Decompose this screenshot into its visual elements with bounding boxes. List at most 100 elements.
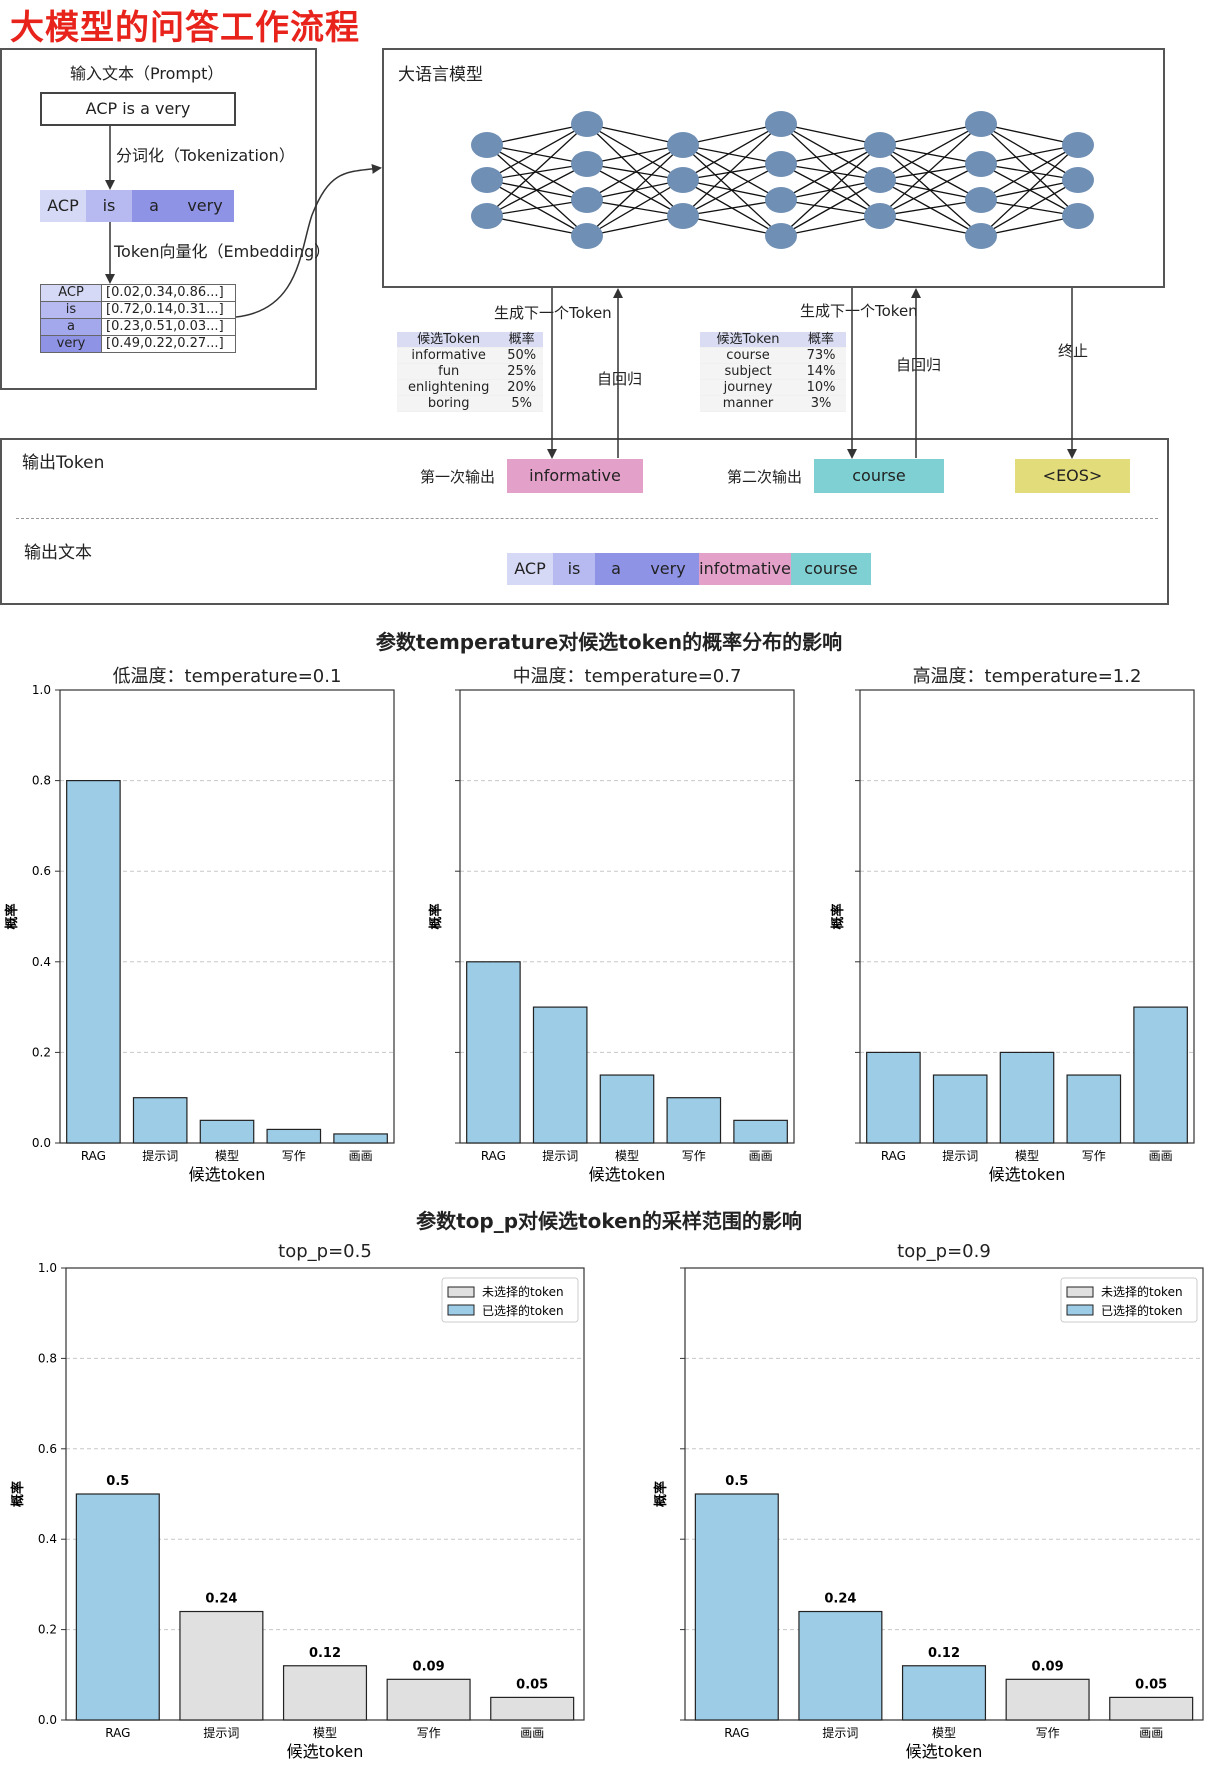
candidate-token: subject (700, 363, 797, 380)
nn-edge (682, 123, 782, 146)
candidate-token: manner (700, 395, 797, 412)
nn-edge (486, 199, 588, 217)
output-text-heading: 输出文本 (24, 543, 92, 563)
bar (1066, 1074, 1122, 1144)
embed-label: Token向量化（Embedding） (114, 242, 331, 261)
x-tick-label: RAG (481, 1149, 506, 1163)
candidate-prob: 25% (500, 363, 543, 380)
second-output-label: 第二次输出 (727, 468, 803, 486)
candidate-table-1: 候选Token 概率 informative 50% fun 25% enlighte… (397, 332, 543, 412)
y-tick-label: 0.8 (38, 1351, 57, 1365)
nn-neuron (765, 151, 797, 177)
chart-panel-title: 高温度：temperature=1.2 (912, 666, 1142, 687)
bar (1133, 1006, 1188, 1144)
bar (733, 1119, 788, 1144)
nn-neuron (765, 111, 797, 137)
nn-edge (586, 215, 684, 237)
eos-token: <EOS> (1015, 459, 1130, 493)
bar (386, 1678, 471, 1721)
candidate-prob: 14% (796, 363, 846, 380)
x-tick-label: RAG (105, 1726, 130, 1740)
nn-edge (486, 163, 588, 217)
nn-edge (486, 163, 588, 181)
model-heading: 大语言模型 (398, 65, 483, 85)
data-label: 0.5 (725, 1474, 748, 1489)
x-tick-label: RAG (81, 1149, 106, 1163)
nn-edge (486, 123, 588, 181)
legend-label: 未选择的token (482, 1284, 564, 1299)
nn-edge (486, 215, 588, 237)
page-title: 大模型的问答工作流程 (10, 8, 360, 48)
nn-edge (586, 179, 684, 237)
gen-next-label-1: 生成下一个Token (494, 304, 612, 322)
nn-edge (586, 144, 684, 201)
output-text-token: a (595, 553, 637, 585)
embedding-row: a [0.23,0.51,0.03...] (40, 318, 236, 336)
candidate-token: enlightening (397, 379, 501, 396)
nn-neuron (1062, 203, 1094, 229)
bar (75, 1493, 160, 1721)
embedding-row: is [0.72,0.14,0.31...] (40, 301, 236, 319)
nn-edge (486, 123, 588, 217)
gen-next-label-2: 生成下一个Token (800, 302, 918, 320)
y-tick-label: 0.2 (38, 1623, 57, 1637)
input-token: very (176, 190, 234, 222)
prompt-text: ACP is a very (85, 99, 191, 118)
x-axis-label: 候选token (189, 1165, 266, 1184)
nn-neuron (471, 203, 503, 229)
nn-neuron (1062, 132, 1094, 158)
nn-edge (879, 123, 982, 217)
nn-neuron (765, 223, 797, 249)
candidate-row: subject 14% (700, 363, 846, 380)
candidate-row: enlightening 20% (397, 379, 543, 396)
x-tick-label: 写作 (282, 1149, 306, 1163)
y-tick-label: 1.0 (38, 1261, 57, 1275)
data-label: 0.12 (309, 1646, 341, 1661)
x-tick-label: 写作 (682, 1149, 706, 1163)
x-axis-label: 候选token (287, 1742, 364, 1761)
candidate-header: 候选Token 概率 (700, 332, 846, 348)
nn-edge (879, 163, 982, 181)
nn-edge (486, 123, 588, 146)
nn-neuron (667, 132, 699, 158)
candidate-prob: 20% (500, 379, 543, 396)
legend-swatch (1066, 1286, 1094, 1298)
candidate-row: manner 3% (700, 395, 846, 412)
output-text-token: is (553, 553, 595, 585)
nn-edge (879, 144, 982, 165)
output-text-token: course (791, 553, 871, 585)
x-tick-label: 画画 (520, 1726, 544, 1740)
bar (798, 1610, 883, 1721)
x-tick-label: RAG (881, 1149, 906, 1163)
x-tick-label: 画画 (1149, 1149, 1173, 1163)
candidate-row: informative 50% (397, 347, 543, 364)
input-token: ACP (40, 190, 86, 222)
legend-label: 已选择的token (1101, 1303, 1183, 1318)
chart-panel-title: top_p=0.9 (897, 1241, 991, 1262)
first-output-label: 第一次输出 (420, 468, 496, 486)
nn-edge (682, 163, 782, 181)
candidate-token: course (700, 347, 797, 364)
bar (694, 1493, 779, 1721)
bar (999, 1051, 1055, 1144)
candidate-header-prob: 概率 (796, 332, 846, 348)
nn-edge (980, 144, 1079, 237)
nn-edge (682, 123, 782, 217)
chart-panel-title: top_p=0.5 (278, 1241, 372, 1262)
embedding-table: ACP [0.02,0.34,0.86...] is [0.72,0.14,0.31… (40, 284, 236, 353)
output-divider (16, 518, 1158, 519)
nn-neuron (864, 132, 896, 158)
nn-edge (879, 123, 982, 146)
nn-edge (780, 144, 881, 237)
y-axis-label: 概率 (10, 1481, 26, 1507)
y-axis-label: 概率 (428, 903, 444, 929)
y-tick-label: 0.4 (32, 955, 51, 969)
x-tick-label: 画画 (1139, 1726, 1163, 1740)
bar (132, 1097, 188, 1144)
candidate-token: informative (397, 347, 501, 364)
legend-frame (1060, 1277, 1198, 1323)
embedding-token: ACP (40, 284, 102, 302)
candidate-token: boring (397, 395, 501, 412)
data-label: 0.5 (106, 1474, 129, 1489)
